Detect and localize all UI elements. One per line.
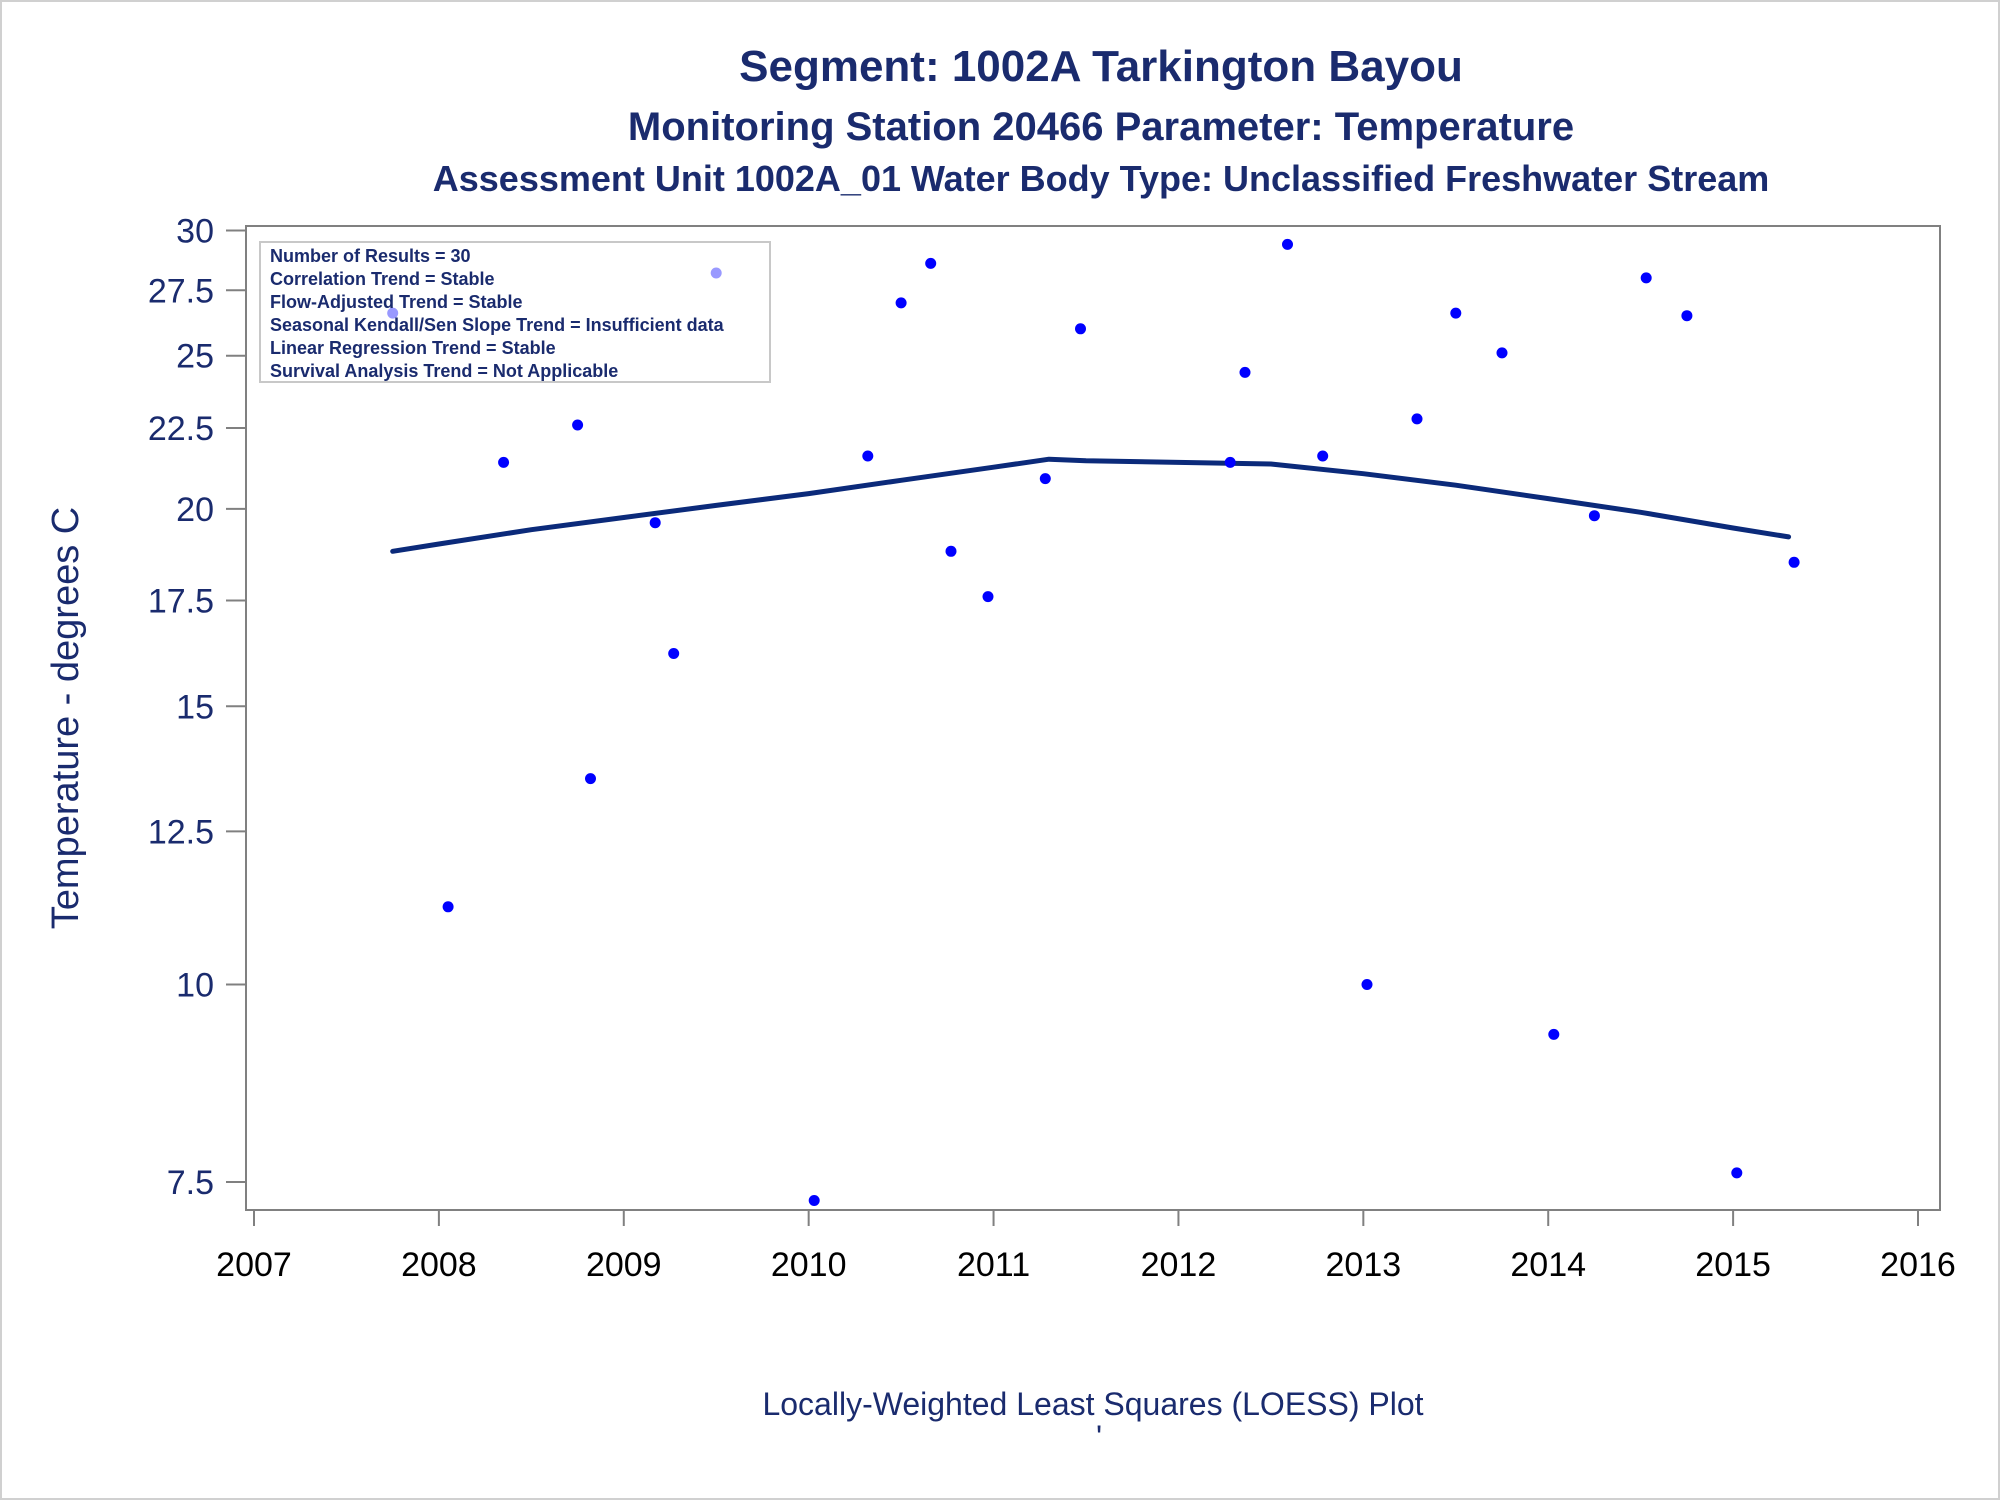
stats-line-survival-analysis: Survival Analysis Trend = Not Applicable [270,361,618,381]
x-tick-label: 2011 [957,1246,1030,1284]
x-tick-label: 2014 [1510,1246,1586,1284]
x-tick-label: 2009 [586,1246,662,1284]
data-point [442,901,454,913]
stats-line-results: Number of Results = 30 [270,246,471,266]
y-tick-label: 22.5 [148,410,214,448]
data-point [1075,323,1086,335]
y-tick-label: 20 [176,491,214,529]
x-tick-label: 2012 [1141,1246,1217,1284]
loess-curve [390,456,1792,554]
stats-line-linear-regression: Linear Regression Trend = Stable [270,338,556,358]
data-point [895,297,907,309]
data-point [668,648,680,659]
data-point [1239,366,1251,378]
data-point [925,257,937,269]
x-tick-label: 2007 [216,1246,292,1284]
data-point [1788,556,1800,568]
data-point [1731,1167,1743,1179]
data-point [1496,347,1508,359]
x-tick-label: 2010 [771,1246,847,1284]
x-tick-label: 2013 [1326,1246,1402,1284]
data-point [862,450,874,462]
x-tick-label: 2016 [1880,1246,1956,1284]
chart-subtitle: Monitoring Station 20466 Parameter: Temp… [628,105,1574,149]
data-point [572,419,584,431]
y-tick-label: 10 [176,967,214,1005]
data-point [808,1195,820,1206]
data-points-layer [387,238,1800,1206]
x-tick-label: 2015 [1695,1246,1771,1284]
y-axis: 7.5 10 12.5 15 17.5 20 22.5 25 27.5 30 [148,213,246,1202]
data-point [1224,456,1236,468]
data-point [1640,272,1652,284]
y-tick-label: 27.5 [148,272,214,310]
x-axis: 2007 2008 2009 2010 2011 2012 2013 2014 2015 2016 [216,1210,1956,1284]
loess-curve-layer [390,456,1792,554]
y-tick-label: 17.5 [148,582,214,620]
stats-line-seasonal-kendall: Seasonal Kendall/Sen Slope Trend = Insuf… [270,315,725,335]
data-point [1282,238,1293,250]
y-tick-label: 25 [176,338,214,376]
data-point [982,591,994,603]
chart-subtitle-2: Assessment Unit 1002A_01 Water Body Type… [433,158,1770,199]
y-tick-label: 30 [176,213,214,251]
y-tick-label: 7.5 [167,1164,214,1202]
data-point [649,517,661,529]
x-tick-label: 2008 [401,1246,477,1284]
stats-line-correlation: Correlation Trend = Stable [270,269,495,289]
data-point [585,773,596,785]
y-axis-label: Temperature - degrees C [45,507,87,929]
plot-area [245,225,1941,1211]
data-point [1317,450,1329,462]
data-point [1450,307,1462,319]
data-point [1361,979,1373,990]
stats-box-frame [259,241,771,383]
stats-box: Number of Results = 30 Correlation Trend… [259,241,771,383]
data-point [498,456,510,468]
data-point [945,545,957,557]
data-point [1681,310,1693,322]
data-point [1411,413,1423,425]
y-tick-label: 12.5 [148,813,214,851]
data-point [1548,1028,1560,1040]
stats-line-flow-adjusted: Flow-Adjusted Trend = Stable [270,292,523,312]
data-point [1588,510,1600,522]
data-point [1039,473,1051,485]
chart-title: Segment: 1002A Tarkington Bayou [739,42,1463,91]
y-tick-label: 15 [176,688,214,726]
footnote-mark: ' [1096,1419,1102,1455]
chart-footnote: Locally-Weighted Least Squares (LOESS) P… [762,1386,1423,1422]
